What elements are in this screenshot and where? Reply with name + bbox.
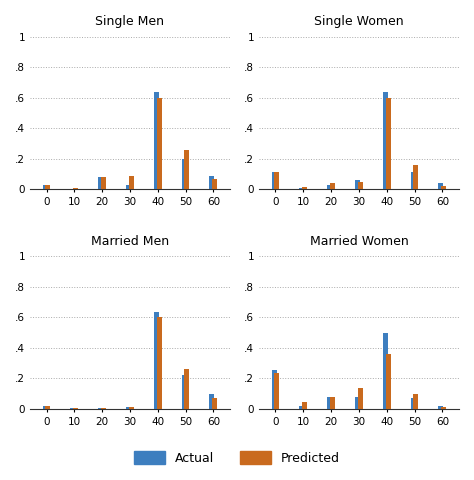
Bar <box>330 183 335 189</box>
Bar <box>330 397 335 409</box>
Bar <box>154 93 159 189</box>
Bar <box>383 333 388 409</box>
Bar <box>212 180 217 189</box>
Bar <box>272 172 277 189</box>
Bar <box>385 354 391 409</box>
Bar <box>410 398 416 409</box>
Bar <box>358 181 363 189</box>
Title: Married Men: Married Men <box>91 235 169 248</box>
Bar <box>438 183 444 189</box>
Bar <box>413 394 419 409</box>
Bar <box>441 408 446 409</box>
Bar <box>327 185 332 189</box>
Bar <box>410 172 416 189</box>
Bar <box>156 317 162 409</box>
Bar <box>355 180 360 189</box>
Bar <box>182 159 187 189</box>
Bar <box>98 177 103 189</box>
Bar <box>210 176 214 189</box>
Bar <box>438 406 444 409</box>
Bar <box>385 98 391 189</box>
Bar <box>182 375 187 409</box>
Bar <box>355 397 360 409</box>
Bar <box>43 406 48 409</box>
Title: Married Women: Married Women <box>310 235 408 248</box>
Bar <box>413 165 419 189</box>
Bar <box>327 397 332 409</box>
Bar <box>71 408 75 409</box>
Bar <box>441 186 446 189</box>
Bar <box>300 406 304 409</box>
Bar <box>154 312 159 409</box>
Title: Single Men: Single Men <box>95 15 164 28</box>
Bar <box>126 407 131 409</box>
Bar <box>358 388 363 409</box>
Bar <box>272 370 277 409</box>
Bar <box>302 402 307 409</box>
Bar <box>212 397 217 409</box>
Bar <box>129 408 134 409</box>
Bar <box>300 188 304 189</box>
Bar <box>210 394 214 409</box>
Bar <box>184 369 190 409</box>
Bar <box>274 172 279 189</box>
Bar <box>184 150 190 189</box>
Legend: Actual, Predicted: Actual, Predicted <box>128 445 346 471</box>
Bar <box>101 408 106 409</box>
Bar <box>73 408 78 409</box>
Bar <box>101 177 106 189</box>
Bar <box>274 373 279 409</box>
Bar <box>46 406 50 409</box>
Bar <box>46 185 50 189</box>
Bar <box>383 93 388 189</box>
Bar <box>126 185 131 189</box>
Title: Single Women: Single Women <box>314 15 404 28</box>
Bar <box>302 187 307 189</box>
Bar <box>129 176 134 189</box>
Bar <box>156 98 162 189</box>
Bar <box>43 185 48 189</box>
Bar <box>98 408 103 409</box>
Bar <box>73 188 78 189</box>
